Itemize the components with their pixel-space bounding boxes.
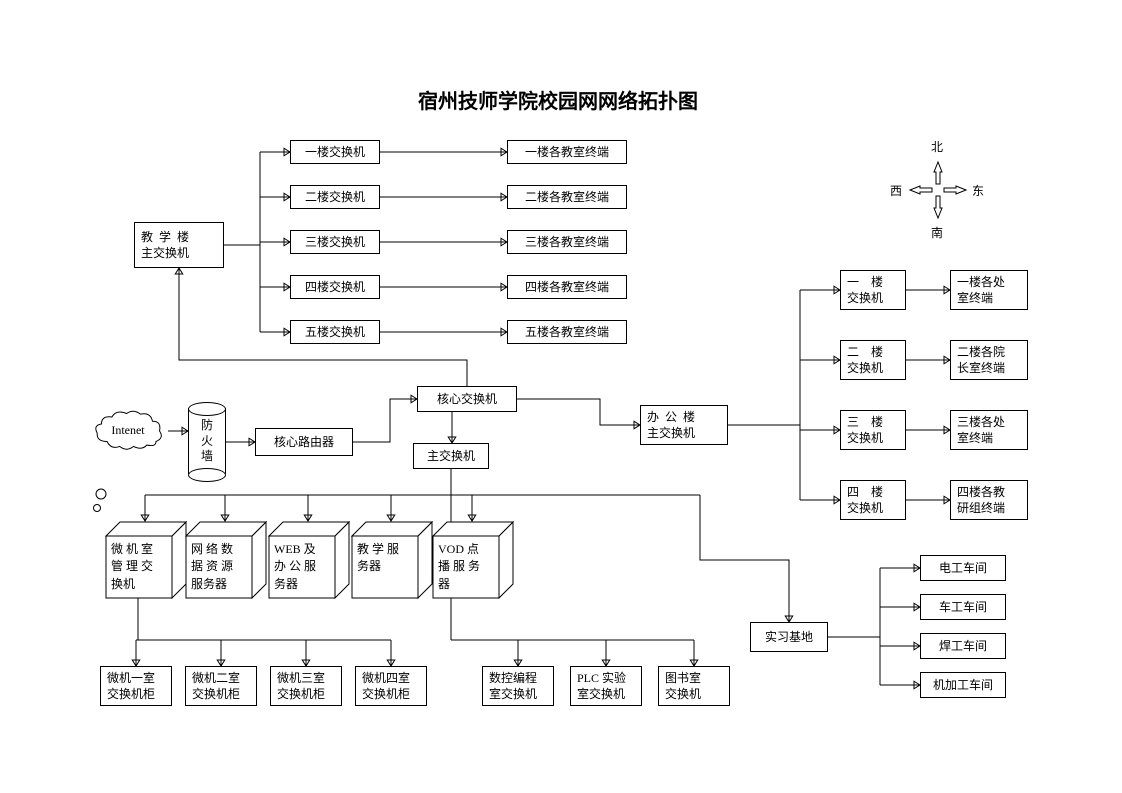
office-bldg-main: 办 公 楼 主交换机 bbox=[640, 405, 728, 445]
workshop-3: 机加工车间 bbox=[920, 672, 1006, 698]
office-floor-sw-2: 三 楼 交换机 bbox=[840, 410, 906, 450]
teach-floor-sw-4: 五楼交换机 bbox=[290, 320, 380, 344]
teach-floor-sw-1: 二楼交换机 bbox=[290, 185, 380, 209]
office-floor-term-1: 二楼各院 长室终端 bbox=[950, 340, 1028, 380]
workshop-0: 电工车间 bbox=[920, 555, 1006, 581]
cabinet-0: 微机一室 交换机柜 bbox=[100, 666, 172, 706]
office-floor-term-3: 四楼各教 研组终端 bbox=[950, 480, 1028, 520]
lab-0: 数控编程 室交换机 bbox=[482, 666, 554, 706]
lab-1: PLC 实验 室交换机 bbox=[570, 666, 642, 706]
cabinet-3: 微机四室 交换机柜 bbox=[355, 666, 427, 706]
teach-floor-sw-2: 三楼交换机 bbox=[290, 230, 380, 254]
compass-north: 北 bbox=[931, 138, 943, 155]
teach-floor-term-0: 一楼各教室终端 bbox=[507, 140, 627, 164]
teach-floor-sw-0: 一楼交换机 bbox=[290, 140, 380, 164]
lab-2: 图书室 交换机 bbox=[658, 666, 730, 706]
cube-pc-mgmt-label: 微 机 室 管 理 交 换机 bbox=[111, 541, 167, 593]
cabinet-1: 微机二室 交换机柜 bbox=[185, 666, 257, 706]
diagram-title: 宿州技师学院校园网网络拓扑图 bbox=[388, 85, 728, 114]
teach-floor-term-1: 二楼各教室终端 bbox=[507, 185, 627, 209]
main-switch: 主交换机 bbox=[413, 443, 489, 469]
compass-west: 西 bbox=[890, 182, 902, 199]
practice-base: 实习基地 bbox=[750, 622, 828, 652]
workshop-2: 焊工车间 bbox=[920, 633, 1006, 659]
cube-vod-label: VOD 点 播 服 务 器 bbox=[438, 541, 494, 593]
teach-floor-term-2: 三楼各教室终端 bbox=[507, 230, 627, 254]
diagram-canvas: 宿州技师学院校园网网络拓扑图 Intenet 防 火 墙 北 南 东 西 核心路… bbox=[0, 0, 1122, 793]
teach-floor-term-4: 五楼各教室终端 bbox=[507, 320, 627, 344]
teach-bldg-main: 教 学 楼 主交换机 bbox=[134, 222, 224, 268]
cube-web-label: WEB 及 办 公 服 务器 bbox=[274, 541, 330, 593]
office-floor-sw-0: 一 楼 交换机 bbox=[840, 270, 906, 310]
internet-label: Intenet bbox=[88, 423, 168, 438]
teach-floor-sw-3: 四楼交换机 bbox=[290, 275, 380, 299]
core-router: 核心路由器 bbox=[255, 428, 353, 456]
core-switch: 核心交换机 bbox=[417, 386, 517, 412]
firewall-label: 防 火 墙 bbox=[188, 418, 226, 465]
firewall-cylinder: 防 火 墙 bbox=[188, 402, 226, 480]
office-floor-sw-1: 二 楼 交换机 bbox=[840, 340, 906, 380]
cube-net-data-label: 网 络 数 据 资 源 服务器 bbox=[191, 541, 247, 593]
office-floor-sw-3: 四 楼 交换机 bbox=[840, 480, 906, 520]
cube-teach-label: 教 学 服 务器 bbox=[357, 541, 413, 576]
office-floor-term-2: 三楼各处 室终端 bbox=[950, 410, 1028, 450]
compass-east: 东 bbox=[972, 182, 984, 199]
workshop-1: 车工车间 bbox=[920, 594, 1006, 620]
compass-south: 南 bbox=[931, 224, 943, 241]
teach-floor-term-3: 四楼各教室终端 bbox=[507, 275, 627, 299]
cabinet-2: 微机三室 交换机柜 bbox=[270, 666, 342, 706]
office-floor-term-0: 一楼各处 室终端 bbox=[950, 270, 1028, 310]
